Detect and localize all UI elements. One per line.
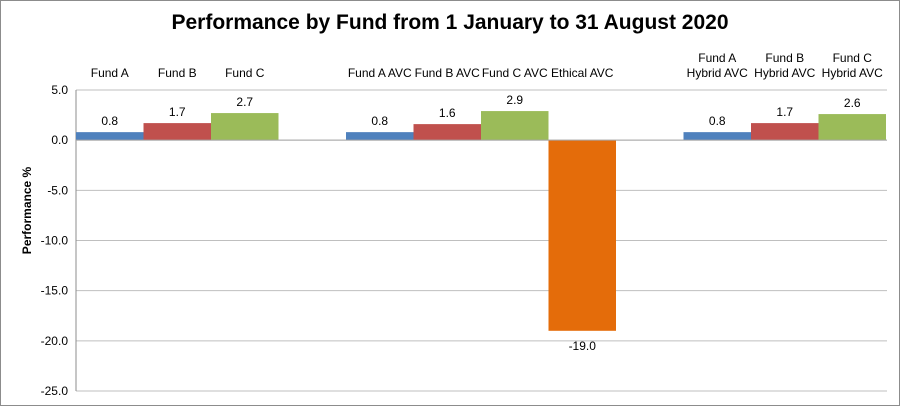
category-label: Fund A <box>698 51 736 65</box>
bar <box>481 111 549 141</box>
y-tick-label: -10.0 <box>41 234 69 248</box>
category-label: Fund A <box>91 66 129 80</box>
category-label: Fund B <box>158 66 197 80</box>
y-axis-title: Performance % <box>20 166 34 254</box>
bar <box>548 140 616 331</box>
y-tick-label: -20.0 <box>41 334 69 348</box>
category-label: Hybrid AVC <box>822 66 883 80</box>
data-label: -19.0 <box>569 339 597 353</box>
bar <box>211 113 279 141</box>
category-label: Ethical AVC <box>551 66 614 80</box>
bar <box>751 123 819 141</box>
data-label: 0.8 <box>371 114 388 128</box>
bar <box>413 124 481 141</box>
data-label: 0.8 <box>709 114 726 128</box>
category-label: Hybrid AVC <box>687 66 748 80</box>
data-label: 1.7 <box>169 105 186 119</box>
data-label: 2.9 <box>506 93 523 107</box>
category-label: Fund A AVC <box>348 66 412 80</box>
data-label: 0.8 <box>101 114 118 128</box>
chart-title: Performance by Fund from 1 January to 31… <box>171 11 729 34</box>
category-label: Hybrid AVC <box>754 66 815 80</box>
y-tick-label: -15.0 <box>41 284 69 298</box>
data-label: 1.6 <box>439 106 456 120</box>
category-label: Fund B AVC <box>415 66 480 80</box>
bar <box>76 132 144 141</box>
y-tick-label: -5.0 <box>47 183 68 197</box>
y-tick-label: -25.0 <box>41 384 69 398</box>
bar <box>143 123 211 141</box>
data-label: 1.7 <box>776 105 793 119</box>
category-label: Fund C <box>225 66 265 80</box>
category-label: Fund C AVC <box>482 66 548 80</box>
category-label: Fund C <box>833 51 873 65</box>
y-tick-label: 5.0 <box>51 83 68 97</box>
data-label: 2.7 <box>236 95 253 109</box>
bar <box>683 132 751 141</box>
y-tick-label: 0.0 <box>51 133 68 147</box>
bar <box>346 132 414 141</box>
category-label: Fund B <box>765 51 804 65</box>
data-label: 2.6 <box>844 96 861 110</box>
bar <box>818 114 886 141</box>
